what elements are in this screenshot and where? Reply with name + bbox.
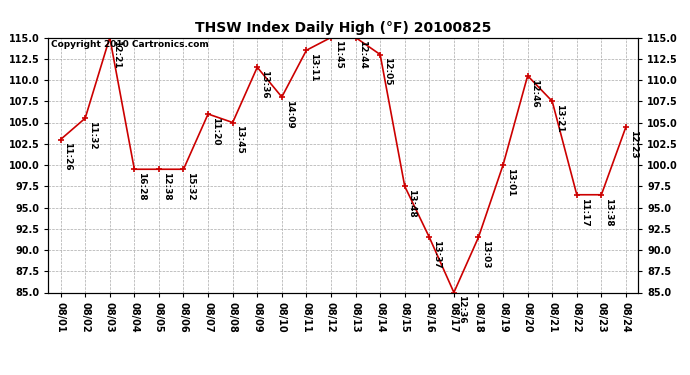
Text: 13:01: 13:01 xyxy=(506,168,515,196)
Text: 12:46: 12:46 xyxy=(531,78,540,107)
Text: 13:37: 13:37 xyxy=(432,240,441,269)
Text: 13:48: 13:48 xyxy=(408,189,417,218)
Text: 13:38: 13:38 xyxy=(604,198,613,226)
Text: 13:36: 13:36 xyxy=(260,70,269,99)
Text: 11:20: 11:20 xyxy=(211,117,220,145)
Text: 13:11: 13:11 xyxy=(309,53,318,82)
Text: 16:28: 16:28 xyxy=(137,172,146,201)
Text: 11:32: 11:32 xyxy=(88,121,97,150)
Text: 12:36: 12:36 xyxy=(457,295,466,324)
Text: 11:26: 11:26 xyxy=(63,142,72,171)
Text: 13:45: 13:45 xyxy=(235,125,244,154)
Title: THSW Index Daily High (°F) 20100825: THSW Index Daily High (°F) 20100825 xyxy=(195,21,491,35)
Text: 11:17: 11:17 xyxy=(580,198,589,226)
Text: 12:21: 12:21 xyxy=(112,40,121,69)
Text: 13:03: 13:03 xyxy=(481,240,491,268)
Text: 15:32: 15:32 xyxy=(186,172,195,201)
Text: 14:09: 14:09 xyxy=(284,100,294,129)
Text: 12:23: 12:23 xyxy=(629,129,638,158)
Text: 12:05: 12:05 xyxy=(383,57,392,86)
Text: 12:38: 12:38 xyxy=(161,172,170,201)
Text: 12:44: 12:44 xyxy=(358,40,367,69)
Text: 13:21: 13:21 xyxy=(555,104,564,133)
Text: Copyright 2010 Cartronics.com: Copyright 2010 Cartronics.com xyxy=(51,40,209,49)
Text: 11:45: 11:45 xyxy=(334,40,343,69)
